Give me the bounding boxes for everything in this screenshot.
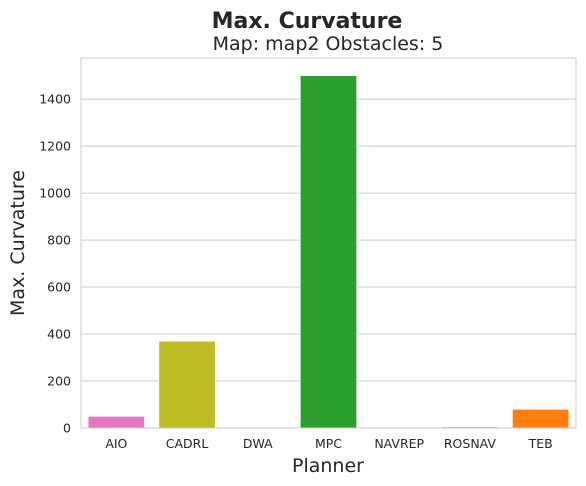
chart-subtitle: Map: map2 Obstacles: 5 — [213, 33, 444, 55]
x-axis-label: Planner — [292, 455, 364, 477]
bar-cadrl — [158, 340, 216, 429]
x-tick-labels: AIO CADRL DWA MPC NAVREP ROSNAV TEB — [105, 436, 552, 451]
y-tick-labels: 0 200 400 600 800 1000 1200 1400 — [39, 92, 71, 436]
y-tick-label: 1400 — [39, 92, 71, 107]
y-tick-label: 0 — [63, 421, 71, 436]
y-tick-label: 1200 — [39, 139, 71, 154]
plot-frame — [80, 57, 577, 429]
bar-mpc — [299, 75, 358, 429]
x-tick-label-aio: AIO — [105, 436, 127, 451]
bar-aio — [87, 415, 146, 429]
x-tick-label-navrep: NAVREP — [374, 436, 424, 451]
y-tick-label: 400 — [47, 327, 71, 342]
y-tick-label: 200 — [47, 374, 71, 389]
x-tick-label-dwa: DWA — [243, 436, 273, 451]
x-tick-label-teb: TEB — [528, 436, 553, 451]
bar-teb — [511, 408, 570, 429]
y-tick-label: 600 — [47, 280, 71, 295]
x-tick-label-rosnav: ROSNAV — [444, 436, 497, 451]
y-axis-label: Max. Curvature — [7, 170, 29, 316]
chart-title: Max. Curvature — [212, 9, 403, 34]
y-tick-label: 1000 — [39, 186, 71, 201]
bars — [87, 75, 570, 429]
y-tick-label: 800 — [47, 233, 71, 248]
x-tick-label-cadrl: CADRL — [166, 436, 209, 451]
x-tick-label-mpc: MPC — [315, 436, 342, 451]
